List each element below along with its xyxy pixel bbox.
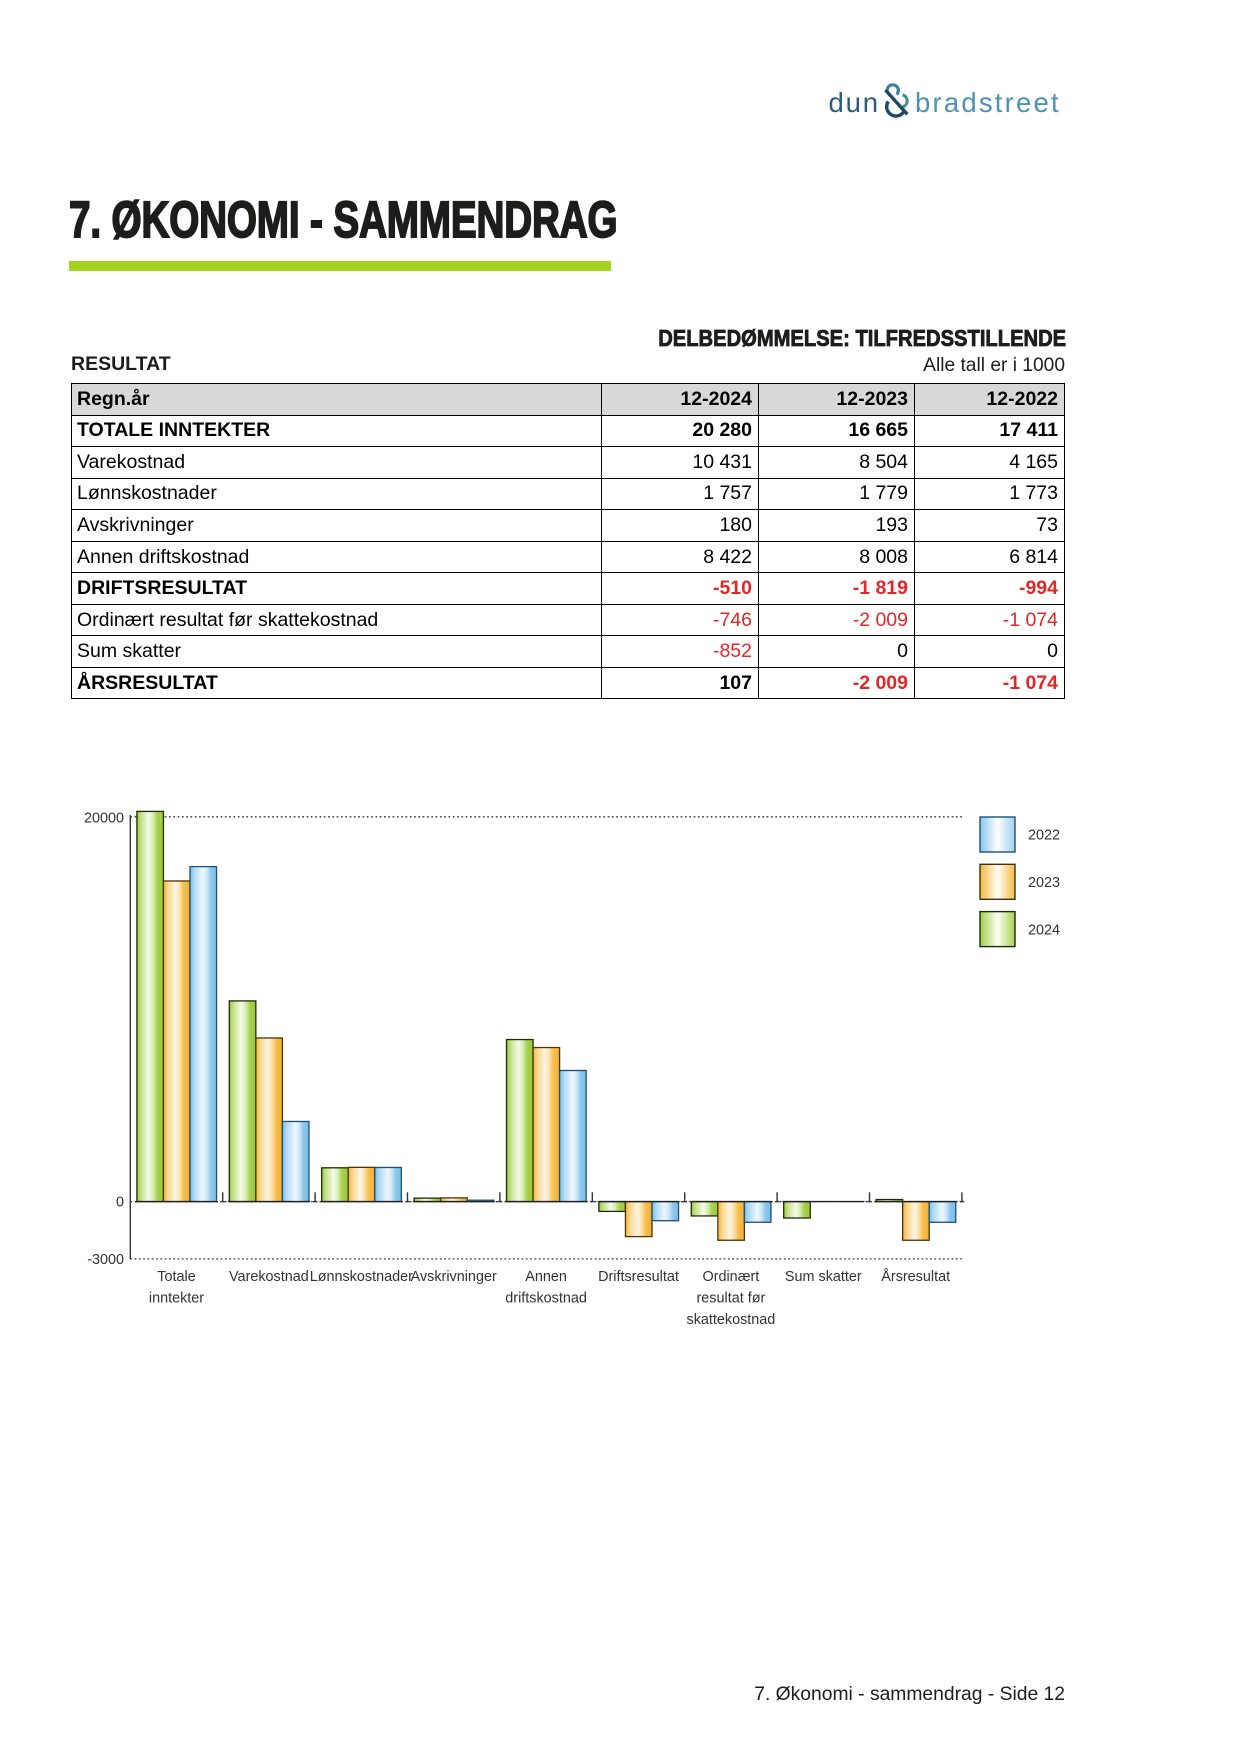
svg-text:Lønnskostnader: Lønnskostnader — [310, 1269, 413, 1285]
svg-text:2023: 2023 — [1028, 875, 1060, 891]
svg-text:resultat før: resultat før — [697, 1291, 766, 1307]
svg-text:dun: dun — [829, 87, 880, 118]
svg-text:Varekostnad: Varekostnad — [229, 1269, 309, 1285]
svg-text:Totale: Totale — [157, 1269, 195, 1285]
svg-text:Avskrivninger: Avskrivninger — [411, 1269, 497, 1285]
svg-text:driftskostnad: driftskostnad — [505, 1291, 587, 1307]
svg-text:0: 0 — [116, 1195, 124, 1211]
svg-text:Ordinært: Ordinært — [703, 1269, 760, 1285]
svg-text:bradstreet: bradstreet — [915, 87, 1061, 118]
svg-text:Årsresultat: Årsresultat — [881, 1268, 950, 1285]
svg-text:Sum skatter: Sum skatter — [785, 1269, 862, 1285]
svg-text:Annen: Annen — [525, 1269, 567, 1285]
svg-text:2024: 2024 — [1028, 922, 1060, 938]
svg-text:20000: 20000 — [84, 810, 124, 826]
svg-text:inntekter: inntekter — [149, 1291, 204, 1307]
svg-text:Driftsresultat: Driftsresultat — [598, 1269, 679, 1285]
svg-text:-3000: -3000 — [87, 1252, 124, 1268]
svg-text:skattekostnad: skattekostnad — [687, 1312, 776, 1328]
svg-text:2022: 2022 — [1028, 828, 1060, 844]
